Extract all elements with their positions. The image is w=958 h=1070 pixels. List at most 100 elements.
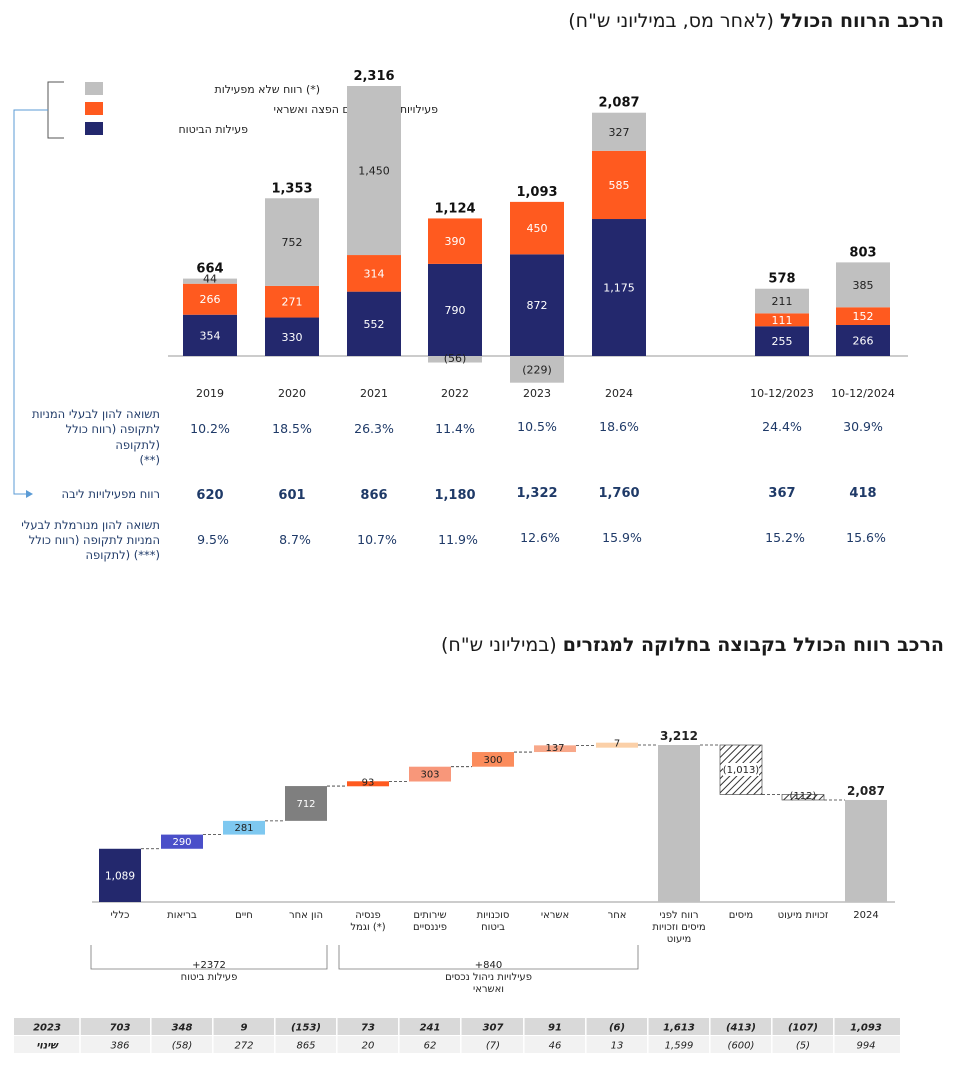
legend-label: פעילות הביטוח [179,123,249,136]
metric-label: לתקופה) (***) [86,548,160,562]
data-label: 93 [362,777,375,788]
bar-non-operating [347,86,401,256]
table-cell: (413) [726,1023,756,1034]
metric-row: רווח מפעילויות ליבה 620 601 866 1,180 1,322 1,… [61,486,876,503]
metric-value: 367 [768,486,795,501]
data-label: 3,212 [660,729,698,743]
table-cell: 348 [172,1023,193,1034]
table-cell: (7) [486,1041,500,1052]
metric-value: 866 [360,488,387,503]
chart1-title-bold: הרכב הרווח הכולל [780,10,944,32]
metric-label: (**) [140,453,160,467]
chart1-title-subtitle: (לאחר מס, במיליוני ש"ח) [568,10,774,32]
tick-label: מיסים [729,910,753,921]
waterfall-rect [534,745,576,753]
data-label: 552 [364,318,385,331]
group-label: פעילות ביטוח [181,972,238,983]
data-label: (229) [522,363,552,376]
tick-label: בריאות [167,910,197,921]
table-row-label: שינוי [36,1041,59,1052]
data-label: 211 [772,295,793,308]
metric-value: 12.6% [520,530,560,545]
table-cell: (6) [609,1023,625,1034]
table-cell: 1,599 [665,1041,694,1052]
waterfall-bar: 2,087 [845,784,887,902]
bar-group: 790 390 (56) 1,124 [428,201,482,365]
data-label: 271 [282,296,303,309]
data-label: 330 [282,331,303,344]
waterfall-bar: 290 [161,834,203,849]
table-row: 2023 703 348 9 (153) 73 241 307 91 (6) 1,613 (413) (… [14,1018,900,1035]
connector-arrow [26,490,33,498]
bar-insurance [265,317,319,356]
tick-label: מיעוט [667,934,692,945]
table-cell: 46 [549,1041,562,1052]
bar-insurance [836,324,890,356]
data-label: 585 [609,179,630,192]
table-cell: 1,093 [850,1023,882,1034]
data-label: (112) [790,791,817,802]
metric-value: 15.9% [602,530,642,545]
total-label: 1,353 [271,181,312,196]
total-label: 2,316 [353,69,394,84]
tick-label: וגמל (*) [350,922,385,933]
bar-non-operating [265,198,319,286]
waterfall-rect [347,781,389,787]
tick-label: 2020 [278,387,306,400]
table-cell: 20 [362,1041,375,1052]
bar-insurance [755,326,809,356]
data-label: 390 [445,235,466,248]
metric-value: 10.7% [357,532,397,547]
bar-group: 266 152 385 803 [836,245,890,356]
waterfall-bar: 137 [534,743,576,754]
legend-swatch [85,82,103,95]
connector-line [13,109,48,495]
metric-value: 620 [196,488,223,503]
comparison-table: 2023 703 348 9 (153) 73 241 307 91 (6) 1,613 (413) (… [14,1018,900,1053]
tick-label: 10-12/2024 [831,387,895,400]
table-cell: (58) [172,1041,193,1052]
legend-swatch [85,122,103,135]
waterfall-bar: 712 [285,786,327,821]
legend-swatch [85,102,103,115]
table-row-bg [14,1018,900,1035]
waterfall-rect [409,766,451,782]
waterfall-rect [845,799,887,902]
table-cell: 241 [420,1023,441,1034]
data-label: 152 [853,310,874,323]
bar-group: 330 271 752 1,353 [265,181,319,356]
table-cell: 9 [241,1023,248,1034]
waterfall-rect [285,786,327,821]
bar-asset-management [183,283,237,315]
total-label: 803 [849,245,876,260]
table-cell: 62 [424,1041,437,1052]
table-cell: 1,613 [663,1023,695,1034]
waterfall-rect [596,742,638,748]
bar-non-operating [428,356,482,363]
table-cell: (600) [728,1041,755,1052]
metric-label: לתקופה (רווח כולל [66,422,160,436]
metric-value: 8.7% [279,532,311,547]
data-label: 303 [420,770,439,781]
data-label: 7 [614,739,620,750]
metric-value: 418 [849,486,876,501]
tick-label: סוכנויות [477,910,510,921]
data-label: 1,089 [105,870,135,882]
waterfall-bar: 93 [347,777,389,788]
waterfall-bar: 303 [409,766,451,782]
tick-label: כללי [111,910,130,921]
data-label: 327 [609,126,630,139]
waterfall-rect [781,794,825,801]
table-cell: 386 [110,1041,129,1052]
metric-value: 10.2% [190,421,230,436]
data-label: 450 [527,222,548,235]
metric-value: 1,322 [516,486,557,501]
tick-label: חיים [235,910,253,921]
waterfall-bar: 300 [472,752,514,767]
bracket-line [90,945,328,970]
tick-label: 2024 [853,910,878,921]
